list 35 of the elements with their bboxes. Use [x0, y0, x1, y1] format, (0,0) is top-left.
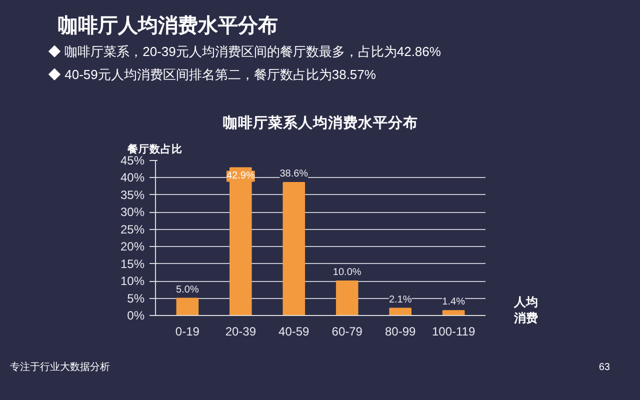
text: 咖啡厅人均消费水平分布 [57, 14, 279, 39]
y-tick-label: 40% [120, 170, 145, 185]
y-tick-label: 25% [120, 222, 145, 236]
x-tick-label: 40-59 [278, 324, 310, 338]
y-tick-label: 30% [120, 205, 145, 220]
y-tick-label: 35% [120, 188, 145, 202]
y-tick-label: 5% [127, 291, 145, 306]
bar [336, 280, 358, 316]
text: ◆ 咖啡厅菜系，20-39元人均消费区间的餐厅数最多，占比为42.86% [47, 43, 441, 61]
x-tick-label: 20-39 [225, 324, 256, 338]
y-tick-label: 0% [127, 308, 145, 322]
data-label: 1.4% [442, 296, 466, 308]
bar [176, 298, 199, 316]
x-tick-label: 80-99 [384, 324, 416, 338]
chart-title: 咖啡厅菜系人均消费水平分布 [223, 114, 418, 132]
data-label: 5.0% [176, 284, 199, 296]
x-tick-label: 0-19 [175, 324, 200, 338]
bar [442, 310, 465, 316]
text: 63 [598, 361, 610, 375]
y-tick-label: 10% [120, 274, 145, 288]
data-label: 42.9% [226, 170, 255, 182]
x-axis-title: 人均消费 [514, 294, 539, 326]
x-tick-label: 100-119 [432, 324, 476, 338]
text: 专注于行业大数据分析 [10, 361, 110, 375]
bar [389, 308, 412, 316]
data-label: 10.0% [332, 267, 362, 278]
y-tick-label: 45% [120, 154, 145, 168]
y-tick-label: 20% [120, 240, 145, 254]
text: ◆ 40-59元人均消费区间排名第二，餐厅数占比为38.57% [47, 66, 377, 84]
y-tick-label: 15% [120, 256, 145, 271]
x-tick-label: 60-79 [332, 324, 363, 338]
y-axis-title: 餐厅数占比 [126, 142, 182, 156]
bar [282, 182, 306, 316]
data-label: 38.6% [280, 168, 308, 180]
data-label: 2.1% [388, 294, 412, 306]
